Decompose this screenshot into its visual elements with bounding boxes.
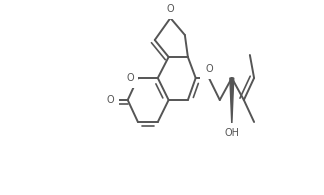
Text: O: O: [167, 4, 174, 14]
Text: OH: OH: [224, 128, 239, 138]
Polygon shape: [230, 78, 234, 125]
Text: O: O: [107, 95, 114, 105]
Text: O: O: [126, 73, 133, 83]
Text: O: O: [205, 64, 213, 74]
